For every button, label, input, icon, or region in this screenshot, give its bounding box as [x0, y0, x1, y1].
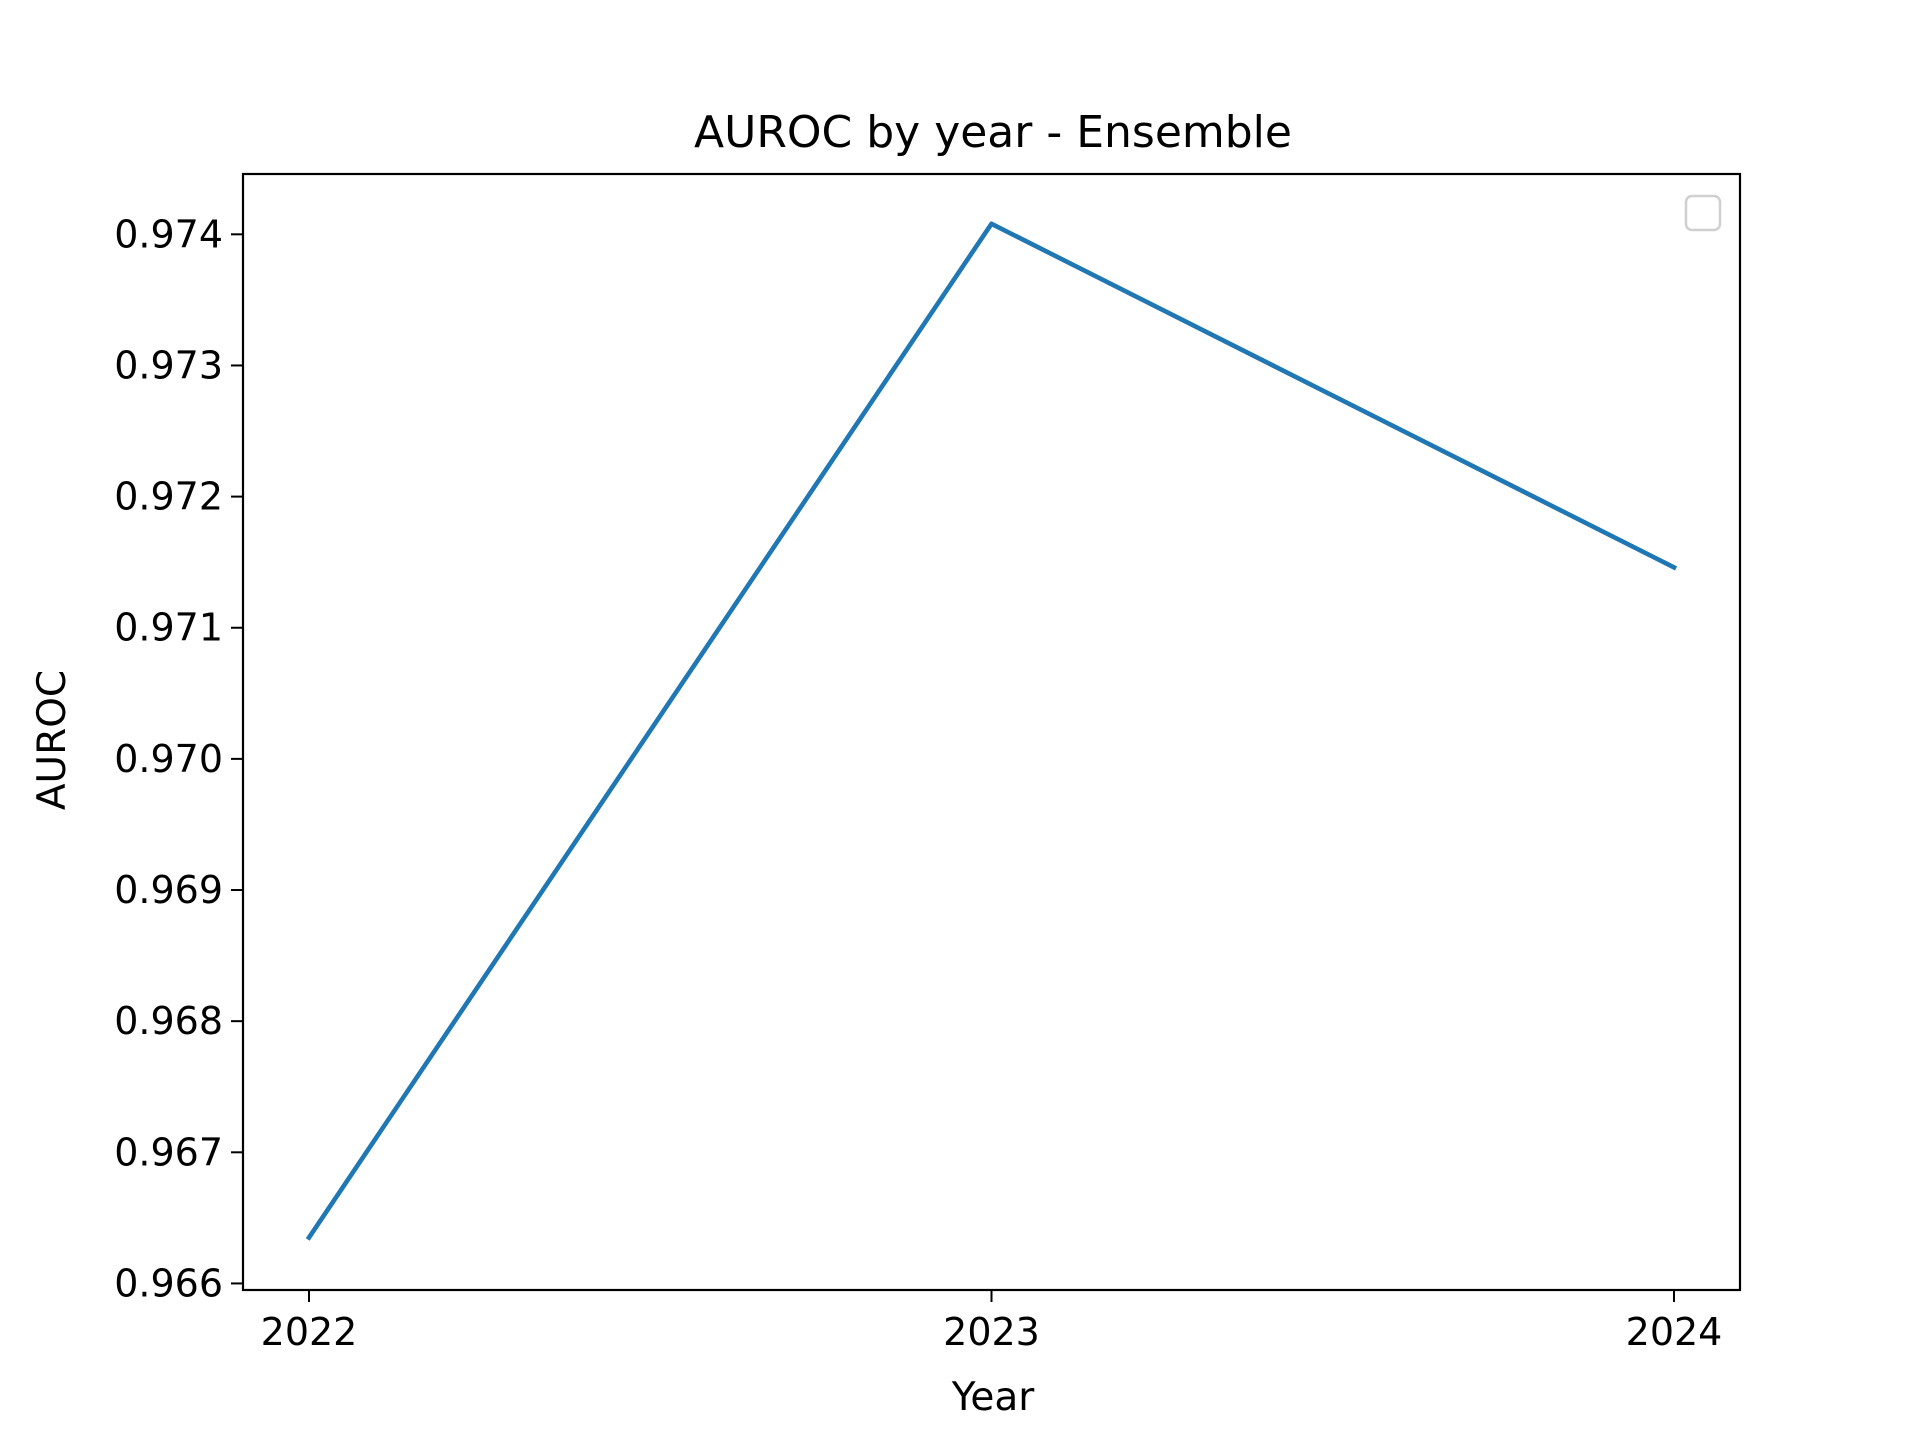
y-axis-label: AUROC: [30, 670, 75, 810]
x-axis-label: Year: [951, 1375, 1036, 1420]
x-axis: 2022 2023 2024: [261, 1290, 1723, 1354]
y-tick-label: 0.969: [114, 868, 223, 912]
y-tick-label: 0.973: [114, 343, 223, 387]
y-tick-label: 0.972: [114, 475, 223, 519]
x-tick-label: 2024: [1626, 1310, 1723, 1354]
y-tick-label: 0.966: [114, 1261, 223, 1305]
x-tick-label: 2022: [261, 1310, 358, 1354]
y-tick-label: 0.970: [114, 737, 223, 781]
plot-area: [241, 172, 1742, 1292]
y-tick-label: 0.968: [114, 999, 223, 1043]
y-tick-label: 0.974: [114, 212, 223, 256]
chart-title: AUROC by year - Ensemble: [694, 107, 1292, 158]
y-tick-label: 0.971: [114, 606, 223, 650]
series-line-0: [305, 221, 1678, 1241]
y-tick-label: 0.967: [114, 1130, 223, 1174]
y-axis: 0.966 0.967 0.968 0.969 0.970 0.971 0.972 0.973…: [114, 212, 243, 1305]
x-tick-label: 2023: [943, 1310, 1040, 1354]
axes-frame: [241, 172, 1742, 1292]
legend-box: [1684, 194, 1722, 232]
